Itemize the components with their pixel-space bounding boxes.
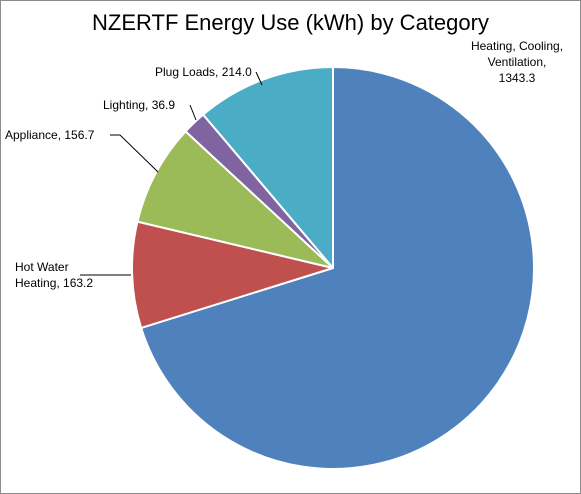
leader-line xyxy=(110,134,159,173)
leader-line xyxy=(255,71,263,86)
slice-label-line: Plug Loads, 214.0 xyxy=(155,65,252,79)
slice-label: Lighting, 36.9 xyxy=(103,98,175,112)
leader-lines xyxy=(80,71,263,276)
chart-title: NZERTF Energy Use (kWh) by Category xyxy=(92,10,489,35)
slice-label-line: 1343.3 xyxy=(499,71,536,85)
slice-label: Heating, Cooling, Ventilation, 1343.3 xyxy=(471,39,563,85)
pie-slice-heating-cooling-ventilation xyxy=(140,66,535,470)
slice-label: Plug Loads, 214.0 xyxy=(155,65,252,79)
slice-label: Appliance, 156.7 xyxy=(5,128,95,142)
pie-slice-appliance xyxy=(136,130,334,269)
slice-label-line: Heating, 163.2 xyxy=(15,276,93,290)
slice-label-line: Lighting, 36.9 xyxy=(103,98,175,112)
slice-label-line: Appliance, 156.7 xyxy=(5,128,95,142)
leader-line xyxy=(189,104,197,121)
slice-label: Hot Water Heating, 163.2 xyxy=(15,260,93,290)
slice-label-line: Ventilation, xyxy=(488,55,547,69)
pie-slices xyxy=(131,66,535,470)
pie-slice-hot-water-heating xyxy=(131,220,334,329)
pie-slice-plug-loads xyxy=(202,66,334,269)
slice-label-line: Hot Water xyxy=(15,260,69,274)
slice-label-line: Heating, Cooling, xyxy=(471,39,563,53)
slice-labels: Heating, Cooling, Ventilation, 1343.3 Hot W… xyxy=(5,39,563,290)
